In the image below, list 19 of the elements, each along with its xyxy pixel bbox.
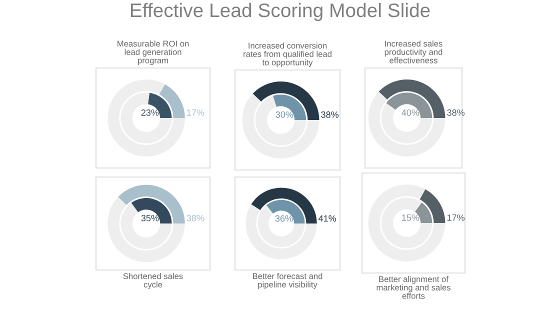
chart-title: Measurable ROI on lead generation program [118,40,189,65]
chart-title: Increased sales productivity and effectiveness [384,40,442,64]
text: Effective Lead Scoring Model Slide [130,2,430,22]
text: Better forecast and pipeline visibility [252,273,322,290]
data-label: 40% [402,109,420,116]
chart-title: Increased conversion rates from qualified lead to opportunity [244,42,332,67]
text: Better alignment of marketing and sales efforts [376,276,450,299]
data-label: 36% [275,215,293,222]
text: Shortened sales cycle [123,273,183,290]
data-label: 41% [318,215,336,222]
data-label: 17% [187,109,204,116]
data-label: 38% [186,214,204,222]
data-label: 15% [402,214,420,221]
data-label: 35% [141,214,159,222]
data-label: 38% [321,111,339,118]
data-label: 30% [276,111,294,118]
data-label: 23% [141,109,159,116]
data-label: 17% [447,214,465,221]
data-label: 38% [447,109,465,116]
